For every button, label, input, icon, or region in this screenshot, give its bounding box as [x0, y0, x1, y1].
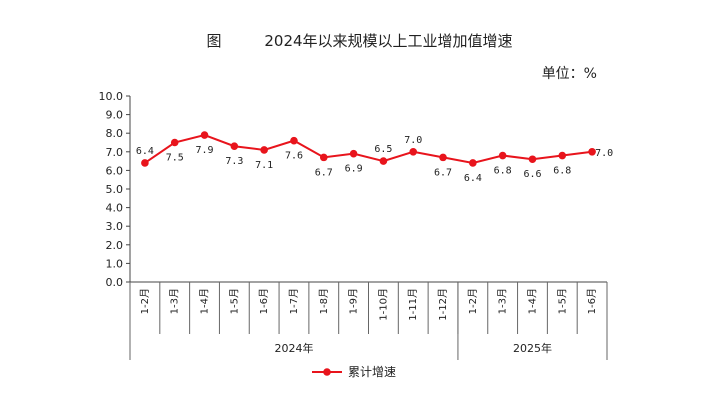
x-tick-label: 1-11月 [407, 288, 419, 321]
series-line [144, 134, 593, 164]
y-tick-label: 5.0 [106, 183, 124, 196]
x-tick-label: 1-3月 [497, 288, 509, 314]
data-point [141, 159, 149, 167]
data-point [528, 155, 537, 164]
unit-label: 单位：% [541, 66, 597, 82]
x-tick-label: 1-4月 [199, 288, 211, 314]
data-point [260, 146, 268, 154]
data-label: 6.6 [523, 169, 541, 180]
x-tick-label: 1-2月 [139, 288, 151, 314]
data-label: 6.9 [345, 164, 363, 175]
y-tick-label: 4.0 [106, 202, 124, 215]
y-tick-label: 9.0 [106, 109, 124, 122]
y-tick-label: 0.0 [106, 276, 124, 289]
data-label: 7.0 [595, 148, 613, 159]
x-tick-label: 1-2月 [467, 288, 479, 314]
data-point [498, 151, 507, 160]
data-point [170, 138, 179, 147]
x-tick-label: 1-8月 [318, 288, 330, 314]
group-label: 2024年 [274, 341, 313, 355]
x-tick-label: 1-5月 [556, 288, 568, 314]
data-point [439, 153, 447, 162]
data-label: 7.1 [255, 160, 273, 171]
x-tick-label: 1-10月 [377, 288, 389, 321]
y-tick-label: 10.0 [99, 90, 124, 103]
data-point [349, 149, 358, 158]
chart-title: 图 2024年以来规模以上工业增加值增速 [206, 32, 513, 50]
data-label: 6.7 [434, 167, 452, 178]
x-tick-label: 1-9月 [348, 288, 360, 314]
x-tick-label: 1-6月 [258, 288, 270, 314]
y-tick-label: 3.0 [106, 220, 124, 233]
legend-label: 累计增速 [348, 365, 396, 379]
x-tick-label: 1-7月 [288, 288, 300, 314]
data-point [230, 142, 239, 151]
data-label: 6.5 [374, 144, 392, 155]
data-label: 7.9 [196, 145, 214, 156]
data-label: 6.4 [136, 146, 154, 157]
x-tick-label: 1-6月 [586, 288, 598, 314]
data-point [319, 153, 328, 162]
y-tick-label: 1.0 [106, 257, 124, 270]
y-tick-label: 2.0 [106, 239, 124, 252]
data-point [409, 148, 418, 156]
x-tick-label: 1-12月 [437, 288, 449, 321]
y-tick-label: 8.0 [106, 127, 124, 140]
data-point [588, 148, 596, 156]
data-point [290, 136, 298, 145]
data-point [469, 159, 477, 167]
y-tick-label: 7.0 [106, 146, 124, 159]
x-tick-label: 1-3月 [169, 288, 181, 314]
x-tick-label: 1-5月 [228, 288, 240, 314]
data-label: 6.8 [553, 166, 571, 177]
data-point [379, 157, 388, 165]
data-label: 6.8 [494, 166, 512, 177]
data-point [558, 151, 567, 160]
data-label: 7.5 [166, 153, 184, 164]
data-label: 7.3 [225, 156, 243, 167]
legend-marker [323, 368, 331, 376]
data-label: 7.6 [285, 151, 303, 162]
data-point [200, 131, 209, 139]
data-label: 7.0 [404, 135, 422, 146]
x-tick-label: 1-4月 [526, 288, 538, 314]
data-label: 6.7 [315, 167, 333, 178]
group-label: 2025年 [513, 341, 552, 355]
y-tick-label: 6.0 [106, 164, 124, 177]
data-label: 6.4 [464, 173, 482, 184]
